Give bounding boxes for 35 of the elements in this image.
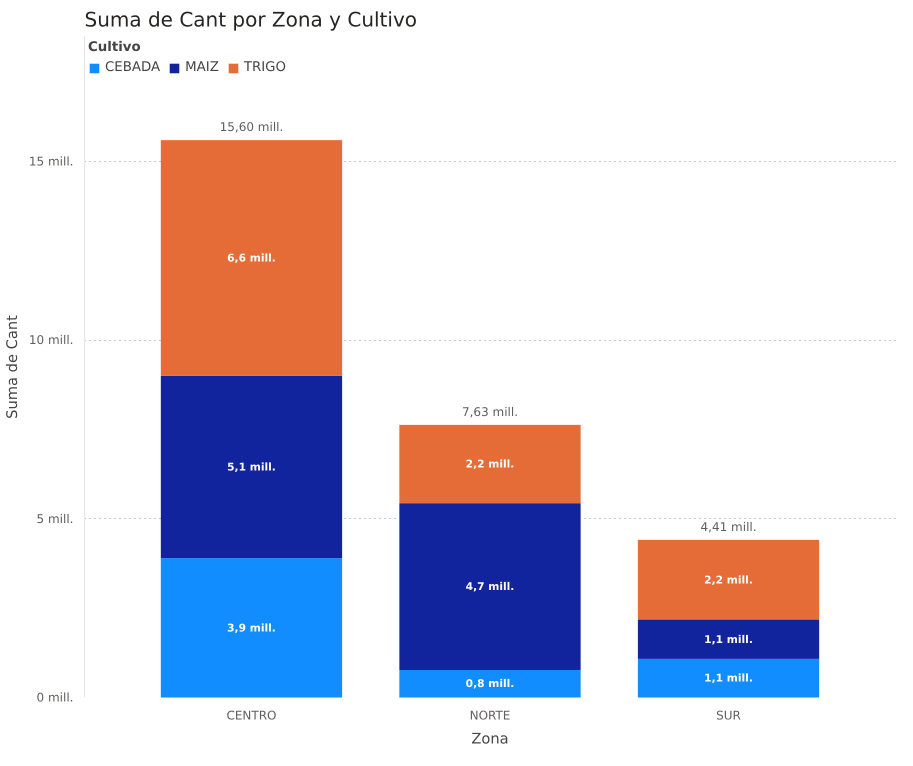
- data-label: 4,7 mill.: [466, 580, 514, 594]
- bar: [160, 376, 342, 558]
- x-tick-label: NORTE: [470, 708, 510, 722]
- total-label: 7,63 mill.: [462, 404, 518, 419]
- data-label: 1,1 mill.: [704, 672, 753, 685]
- legend-title: Cultivo: [88, 40, 142, 55]
- y-tick-label: 5 mill.: [36, 512, 74, 526]
- bar: [160, 558, 342, 698]
- x-tick-label: CENTRO: [226, 708, 277, 722]
- bar: [399, 503, 581, 670]
- y-tick-label: 0 mill.: [36, 690, 74, 704]
- y-tick-label: 15 mill.: [28, 154, 74, 169]
- data-label: 6,6 mill.: [227, 252, 276, 265]
- bar: [399, 424, 581, 504]
- chart-title: Suma de Cant por Zona y Cultivo: [84, 8, 418, 32]
- data-label: 2,2 mill.: [466, 458, 514, 471]
- bar: [638, 658, 820, 698]
- bar: [638, 620, 820, 659]
- total-label: 4,41 mill.: [700, 520, 757, 534]
- data-label: 2,2 mill.: [704, 573, 753, 586]
- bar: [638, 540, 820, 620]
- x-tick-label: SUR: [716, 708, 741, 722]
- legend-label: MAIZ: [185, 60, 219, 75]
- y-axis-title: Suma de Cant: [4, 314, 21, 419]
- data-label: 1,1 mill.: [704, 632, 753, 646]
- total-label: 15,60 mill.: [220, 120, 284, 134]
- data-label: 0,8 mill.: [466, 677, 514, 690]
- bar: [399, 670, 581, 698]
- legend-label: TRIGO: [244, 60, 286, 75]
- bar: [160, 140, 342, 376]
- data-label: 3,9 mill.: [227, 621, 276, 634]
- legend-label: CEBADA: [105, 60, 160, 75]
- y-tick-label: 10 mill.: [28, 333, 74, 348]
- x-axis-title: Zona: [471, 730, 509, 748]
- data-label: 5,1 mill.: [227, 460, 276, 474]
